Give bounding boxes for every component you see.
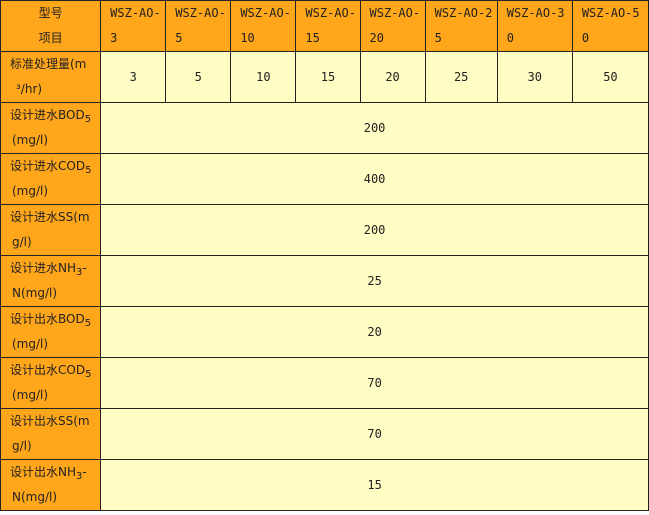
model-header: WSZ-AO-3 0 bbox=[496, 0, 573, 52]
capacity-value: 50 bbox=[571, 51, 649, 103]
model-line1: WSZ-AO-3 bbox=[506, 6, 565, 20]
label-text: 设计出水COD bbox=[10, 363, 86, 377]
label-text: 设计出水NH bbox=[10, 465, 77, 479]
label-subscript: 5 bbox=[85, 369, 92, 380]
model-line2: 20 bbox=[369, 31, 384, 45]
label-subscript: 5 bbox=[84, 318, 92, 329]
capacity-value: 3 bbox=[100, 51, 167, 103]
model-line2: 5 bbox=[175, 31, 183, 45]
row-label: 设计进水SS(m g/l) bbox=[0, 204, 102, 256]
model-header: WSZ-AO- 20 bbox=[359, 0, 426, 52]
model-header: WSZ-AO- 3 bbox=[100, 0, 167, 52]
model-line1: WSZ-AO- bbox=[369, 6, 421, 20]
model-line2: 15 bbox=[305, 31, 320, 45]
row-label-line2: (mg/l) bbox=[12, 133, 49, 147]
header-row: 型号 项目 WSZ-AO- 3 WSZ-AO- 5 WSZ-AO- 10 WSZ-AO- 15… bbox=[0, 0, 649, 52]
row-label: 设计出水NH3- N(mg/l) bbox=[0, 459, 102, 511]
table-row: 设计进水SS(m g/l) 200 bbox=[0, 204, 649, 256]
model-line1: WSZ-AO-2 bbox=[434, 6, 493, 20]
row-value: 15 bbox=[100, 459, 649, 511]
capacity-row: 标准处理量(m ³/hr) 3 5 10 15 20 25 30 50 bbox=[0, 51, 649, 103]
model-line1: WSZ-AO-5 bbox=[581, 6, 640, 20]
row-label: 设计进水NH3- N(mg/l) bbox=[0, 255, 102, 307]
row-value: 200 bbox=[100, 204, 649, 256]
row-label-line1: 设计进水BOD5 bbox=[10, 103, 100, 128]
row-label-line2: N(mg/l) bbox=[12, 490, 58, 504]
model-line2: 10 bbox=[240, 31, 255, 45]
row-value: 400 bbox=[100, 153, 649, 205]
capacity-label-line1: 标准处理量(m bbox=[10, 57, 87, 71]
label-text: 设计出水BOD bbox=[10, 312, 85, 326]
label-text: 设计出水SS(m bbox=[10, 414, 90, 428]
row-label-line2: (mg/l) bbox=[12, 184, 49, 198]
row-label-line1: 设计出水BOD5 bbox=[10, 307, 100, 332]
row-label-line1: 设计进水SS(m bbox=[10, 205, 100, 230]
label-subscript: 3 bbox=[76, 267, 83, 278]
table-row: 设计进水BOD5 (mg/l) 200 bbox=[0, 102, 649, 154]
capacity-value: 10 bbox=[230, 51, 297, 103]
label-subscript: 3 bbox=[76, 471, 83, 482]
corner-cell: 型号 项目 bbox=[0, 0, 102, 52]
label-text: 设计进水COD bbox=[10, 159, 86, 173]
model-line1: WSZ-AO- bbox=[305, 6, 356, 20]
table-row: 设计出水SS(m g/l) 70 bbox=[0, 408, 649, 460]
row-label-line2: N(mg/l) bbox=[12, 286, 58, 300]
label-text: 设计进水NH bbox=[10, 261, 77, 275]
row-label-line2: g/l) bbox=[12, 235, 32, 249]
model-line2: 0 bbox=[506, 31, 514, 45]
model-header: WSZ-AO- 15 bbox=[295, 0, 361, 52]
model-line1: WSZ-AO- bbox=[240, 6, 291, 20]
row-label-line1: 设计进水NH3- bbox=[10, 256, 100, 281]
model-line2: 5 bbox=[434, 31, 442, 45]
row-label: 设计出水COD5 (mg/l) bbox=[0, 357, 102, 409]
label-subscript: 5 bbox=[85, 165, 92, 176]
row-label-line2: g/l) bbox=[12, 439, 32, 453]
table-row: 设计出水COD5 (mg/l) 70 bbox=[0, 357, 649, 409]
table-row: 设计进水COD5 (mg/l) 400 bbox=[0, 153, 649, 205]
label-suffix: - bbox=[82, 465, 87, 479]
model-line1: WSZ-AO- bbox=[110, 6, 161, 20]
row-label-line2: (mg/l) bbox=[12, 388, 49, 402]
model-header: WSZ-AO-2 5 bbox=[424, 0, 498, 52]
table-row: 设计进水NH3- N(mg/l) 25 bbox=[0, 255, 649, 307]
label-suffix: - bbox=[82, 261, 87, 275]
corner-item-label: 项目 bbox=[38, 31, 63, 45]
label-text: 设计进水BOD bbox=[10, 108, 85, 122]
label-subscript: 5 bbox=[84, 114, 92, 125]
row-value: 25 bbox=[100, 255, 649, 307]
model-line1: WSZ-AO- bbox=[175, 6, 226, 20]
row-label: 设计进水BOD5 (mg/l) bbox=[0, 102, 102, 154]
row-value: 70 bbox=[100, 357, 649, 409]
row-label-line1: 设计出水SS(m bbox=[10, 409, 100, 434]
table-row: 设计出水NH3- N(mg/l) 15 bbox=[0, 459, 649, 511]
row-label: 设计出水SS(m g/l) bbox=[0, 408, 102, 460]
capacity-value: 20 bbox=[359, 51, 426, 103]
capacity-label-line2: ³/hr) bbox=[16, 82, 43, 96]
label-text: 设计进水SS(m bbox=[10, 210, 90, 224]
table-row: 设计出水BOD5 (mg/l) 20 bbox=[0, 306, 649, 358]
row-value: 200 bbox=[100, 102, 649, 154]
row-value: 70 bbox=[100, 408, 649, 460]
row-label: 设计进水COD5 (mg/l) bbox=[0, 153, 102, 205]
model-line2: 3 bbox=[110, 31, 118, 45]
capacity-value: 5 bbox=[165, 51, 232, 103]
row-label-line1: 设计出水NH3- bbox=[10, 460, 100, 485]
capacity-value: 25 bbox=[424, 51, 498, 103]
model-header: WSZ-AO-5 0 bbox=[571, 0, 649, 52]
row-value: 20 bbox=[100, 306, 649, 358]
row-label-line1: 设计出水COD5 bbox=[10, 358, 100, 383]
capacity-label: 标准处理量(m ³/hr) bbox=[0, 51, 102, 103]
row-label-line1: 设计进水COD5 bbox=[10, 154, 100, 179]
capacity-value: 15 bbox=[295, 51, 361, 103]
corner-model-label: 型号 bbox=[38, 6, 63, 20]
row-label-line2: (mg/l) bbox=[12, 337, 49, 351]
model-header: WSZ-AO- 10 bbox=[230, 0, 297, 52]
row-label: 设计出水BOD5 (mg/l) bbox=[0, 306, 102, 358]
model-line2: 0 bbox=[581, 31, 590, 45]
capacity-value: 30 bbox=[496, 51, 573, 103]
model-header: WSZ-AO- 5 bbox=[165, 0, 232, 52]
